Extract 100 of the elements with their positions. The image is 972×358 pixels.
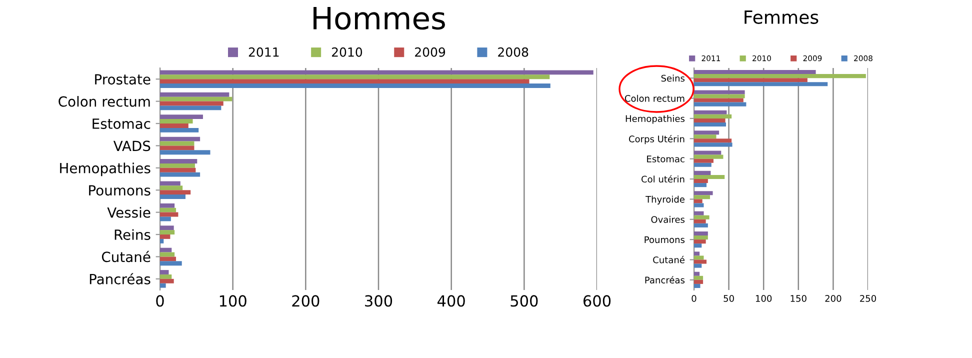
bar: [694, 74, 866, 78]
y-tick-label: Poumons: [89, 185, 150, 196]
legend-label: 2010: [332, 47, 362, 57]
bar: [694, 102, 746, 106]
bar: [694, 170, 711, 175]
bar: [160, 270, 169, 274]
y-tick-label: Hemopathies: [626, 115, 685, 124]
bar: [694, 260, 707, 264]
bar: [694, 154, 724, 159]
bar: [160, 234, 170, 239]
bar: [160, 172, 200, 177]
x-tick-label: 200: [825, 295, 842, 302]
y-tick-label: Vessie: [107, 207, 150, 218]
bar: [694, 223, 708, 228]
bar: [694, 162, 712, 167]
bar: [160, 230, 175, 234]
bar: [694, 122, 726, 127]
bar: [694, 138, 732, 143]
bar: [160, 256, 176, 262]
legend-label: 2008: [498, 47, 528, 57]
bar: [694, 183, 707, 188]
bar: [694, 179, 708, 184]
bar: [160, 101, 224, 106]
y-tick-label: Estomac: [647, 156, 684, 162]
bar: [694, 191, 713, 196]
y-tick-label: Seins: [661, 74, 685, 82]
y-tick-label: Cutané: [653, 256, 684, 264]
bar: [694, 174, 725, 179]
chart-title: Hommes: [314, 6, 445, 30]
y-tick-label: Cutané: [102, 250, 150, 262]
bar: [160, 128, 199, 132]
bar: [160, 274, 172, 279]
bar: [694, 284, 700, 288]
bar: [160, 163, 195, 168]
legend-label: 2009: [415, 47, 446, 57]
bar: [694, 70, 816, 74]
bar: [694, 90, 745, 94]
bar: [694, 280, 704, 284]
x-tick-label: 200: [292, 295, 320, 307]
bar: [694, 276, 704, 280]
bar: [694, 264, 702, 268]
bar: [160, 238, 164, 244]
bar: [160, 159, 198, 164]
x-tick-label: 0: [692, 295, 696, 302]
bar: [694, 158, 714, 163]
bar: [694, 231, 708, 236]
legend-label: 2011: [248, 47, 279, 57]
bar: [694, 256, 704, 260]
bar: [694, 78, 808, 82]
x-tick-label: 50: [724, 295, 734, 302]
y-tick-label: Col utérin: [642, 175, 684, 183]
bar: [694, 195, 710, 200]
bar: [694, 114, 732, 118]
bar: [694, 82, 828, 86]
x-tick-label: 600: [583, 295, 611, 307]
x-tick-label: 100: [756, 295, 772, 302]
bar: [160, 190, 191, 195]
bar: [160, 136, 200, 142]
y-tick-label: Colon rectum: [58, 96, 150, 107]
bar: [694, 150, 722, 155]
bar: [160, 181, 180, 186]
y-tick-label: Hemopathies: [60, 162, 150, 176]
bar: [160, 114, 203, 120]
bar: [694, 211, 704, 216]
bar: [694, 98, 744, 102]
bar: [160, 92, 230, 97]
bar: [160, 84, 550, 88]
bar: [160, 194, 186, 199]
bar: [160, 283, 166, 288]
x-tick-label: 250: [860, 295, 876, 302]
bar: [160, 150, 210, 155]
y-tick-label: Estomac: [92, 118, 150, 129]
bar: [694, 240, 706, 244]
bar: [694, 142, 732, 147]
bar: [160, 70, 594, 75]
bar: [160, 79, 530, 84]
bar: [160, 208, 176, 212]
bar: [694, 134, 716, 139]
bar: [694, 252, 700, 256]
bar: [160, 186, 183, 190]
x-tick-label: 300: [365, 295, 392, 307]
bar: [160, 119, 193, 124]
x-tick-label: 500: [510, 295, 538, 307]
bar: [160, 124, 188, 128]
y-tick-label: VADS: [113, 140, 150, 152]
bar: [160, 146, 194, 150]
bar: [694, 272, 700, 276]
y-tick-label: Poumons: [644, 236, 685, 244]
bar: [694, 244, 702, 248]
y-tick-label: Ovaires: [651, 216, 685, 223]
y-tick-label: Pancréas: [645, 276, 685, 284]
bar: [160, 216, 171, 222]
bar: [694, 110, 727, 114]
bar: [160, 278, 174, 284]
bar: [694, 118, 726, 122]
bar: [160, 96, 232, 102]
bar: [694, 215, 710, 220]
y-tick-label: Prostate: [95, 74, 150, 85]
bar: [160, 168, 196, 172]
x-tick-label: 100: [220, 295, 246, 307]
